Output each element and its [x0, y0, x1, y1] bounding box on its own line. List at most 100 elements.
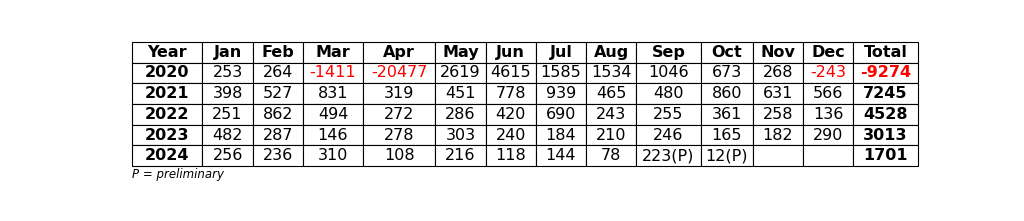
- Text: 184: 184: [546, 128, 577, 143]
- Bar: [203, 63, 253, 83]
- Bar: [700, 125, 753, 145]
- Bar: [853, 104, 918, 125]
- Text: 243: 243: [596, 107, 627, 122]
- Text: Jan: Jan: [213, 45, 242, 60]
- Text: 78: 78: [601, 148, 622, 163]
- Bar: [435, 145, 485, 166]
- Text: 2619: 2619: [440, 65, 480, 80]
- Bar: [753, 83, 803, 104]
- Bar: [435, 104, 485, 125]
- Text: 494: 494: [317, 107, 348, 122]
- Text: -243: -243: [810, 65, 846, 80]
- Text: 146: 146: [317, 128, 348, 143]
- Text: 480: 480: [653, 86, 684, 101]
- Text: 258: 258: [763, 107, 794, 122]
- Bar: [536, 63, 586, 83]
- Bar: [485, 63, 536, 83]
- Text: Oct: Oct: [712, 45, 742, 60]
- Bar: [803, 83, 853, 104]
- Bar: [753, 104, 803, 125]
- Bar: [364, 104, 435, 125]
- Bar: [853, 63, 918, 83]
- Bar: [132, 83, 203, 104]
- Text: 860: 860: [712, 86, 742, 101]
- Bar: [132, 145, 203, 166]
- Text: 673: 673: [712, 65, 741, 80]
- Bar: [700, 145, 753, 166]
- Bar: [435, 83, 485, 104]
- Bar: [636, 83, 700, 104]
- Text: 272: 272: [384, 107, 415, 122]
- Text: Feb: Feb: [261, 45, 294, 60]
- Text: 566: 566: [813, 86, 844, 101]
- Bar: [853, 42, 918, 63]
- Bar: [636, 42, 700, 63]
- Bar: [803, 125, 853, 145]
- Text: P = preliminary: P = preliminary: [132, 168, 224, 181]
- Text: 290: 290: [813, 128, 844, 143]
- Text: 144: 144: [546, 148, 577, 163]
- Bar: [803, 63, 853, 83]
- Text: 690: 690: [546, 107, 577, 122]
- Bar: [485, 83, 536, 104]
- Text: 527: 527: [262, 86, 293, 101]
- Bar: [586, 104, 636, 125]
- Bar: [700, 104, 753, 125]
- Text: 631: 631: [763, 86, 794, 101]
- Bar: [803, 42, 853, 63]
- Text: 2020: 2020: [145, 65, 189, 80]
- Text: 108: 108: [384, 148, 415, 163]
- Bar: [586, 83, 636, 104]
- Bar: [586, 145, 636, 166]
- Bar: [700, 63, 753, 83]
- Bar: [203, 83, 253, 104]
- Bar: [253, 104, 303, 125]
- Text: Nov: Nov: [761, 45, 796, 60]
- Text: 216: 216: [445, 148, 476, 163]
- Bar: [253, 125, 303, 145]
- Bar: [364, 63, 435, 83]
- Bar: [586, 63, 636, 83]
- Bar: [364, 125, 435, 145]
- Text: 253: 253: [212, 65, 243, 80]
- Text: 268: 268: [763, 65, 794, 80]
- Bar: [203, 125, 253, 145]
- Bar: [586, 42, 636, 63]
- Text: 778: 778: [496, 86, 526, 101]
- Text: Dec: Dec: [811, 45, 845, 60]
- Text: 831: 831: [317, 86, 348, 101]
- Text: 264: 264: [262, 65, 293, 80]
- Bar: [636, 63, 700, 83]
- Text: Year: Year: [147, 45, 187, 60]
- Bar: [253, 83, 303, 104]
- Bar: [303, 42, 364, 63]
- Bar: [303, 104, 364, 125]
- Text: 286: 286: [445, 107, 476, 122]
- Bar: [753, 145, 803, 166]
- Text: 1046: 1046: [648, 65, 689, 80]
- Bar: [253, 42, 303, 63]
- Text: -20477: -20477: [371, 65, 427, 80]
- Text: 420: 420: [496, 107, 526, 122]
- Text: Aug: Aug: [594, 45, 629, 60]
- Bar: [753, 42, 803, 63]
- Text: Total: Total: [863, 45, 907, 60]
- Text: 4528: 4528: [863, 107, 907, 122]
- Bar: [364, 145, 435, 166]
- Text: May: May: [442, 45, 479, 60]
- Bar: [364, 42, 435, 63]
- Bar: [586, 125, 636, 145]
- Text: 165: 165: [712, 128, 742, 143]
- Bar: [700, 42, 753, 63]
- Bar: [435, 63, 485, 83]
- Text: 4615: 4615: [490, 65, 531, 80]
- Bar: [303, 63, 364, 83]
- Bar: [253, 145, 303, 166]
- Bar: [303, 145, 364, 166]
- Bar: [853, 83, 918, 104]
- Text: 223(P): 223(P): [642, 148, 694, 163]
- Text: 136: 136: [813, 107, 844, 122]
- Text: 939: 939: [546, 86, 577, 101]
- Bar: [485, 125, 536, 145]
- Bar: [132, 42, 203, 63]
